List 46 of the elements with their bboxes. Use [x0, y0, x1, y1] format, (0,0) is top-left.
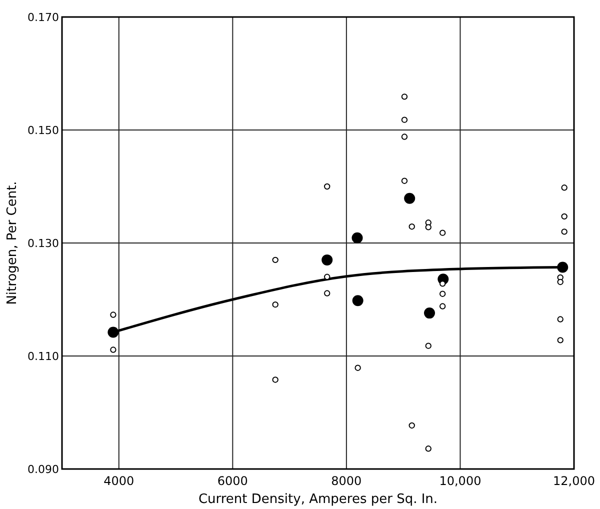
point — [404, 192, 416, 204]
point — [557, 316, 564, 322]
point — [557, 337, 564, 344]
point — [324, 183, 330, 190]
point — [425, 224, 432, 230]
point — [324, 290, 330, 296]
point — [272, 256, 278, 264]
point — [401, 178, 408, 184]
point — [322, 254, 333, 266]
x-tick-label: 10,000 — [439, 474, 482, 488]
point — [401, 94, 408, 100]
point — [557, 262, 568, 273]
point — [425, 342, 432, 349]
point — [561, 213, 568, 220]
y-tick-label: 0.110 — [28, 350, 59, 363]
point — [352, 295, 364, 306]
point — [401, 116, 408, 123]
point — [408, 224, 415, 230]
point — [561, 184, 568, 191]
point — [557, 278, 564, 286]
point — [110, 312, 116, 318]
x-tick-label: 12,000 — [553, 474, 595, 488]
point — [424, 308, 435, 319]
y-tick-label: 0.130 — [28, 237, 59, 250]
point — [401, 134, 408, 140]
y-axis-title: Nitrogen, Per Cent. — [5, 181, 20, 305]
point — [408, 422, 415, 429]
point — [439, 290, 446, 297]
point — [108, 326, 119, 338]
point — [439, 230, 446, 236]
point — [439, 303, 446, 310]
point — [425, 446, 432, 452]
x-tick-label: 4000 — [104, 474, 134, 488]
x-axis-title: Current Density, Amperes per Sq. In. — [198, 492, 438, 507]
y-tick-label: 0.090 — [28, 463, 59, 476]
y-tick-label: 0.150 — [28, 124, 59, 137]
y-tick-label: 0.170 — [28, 11, 59, 24]
point — [354, 364, 361, 371]
point — [110, 346, 116, 353]
point — [352, 232, 363, 244]
point — [272, 301, 278, 308]
point — [561, 228, 568, 235]
x-tick-label: 6000 — [217, 474, 248, 488]
x-tick-label: 8000 — [331, 474, 362, 488]
point — [439, 280, 446, 287]
point — [272, 376, 278, 383]
